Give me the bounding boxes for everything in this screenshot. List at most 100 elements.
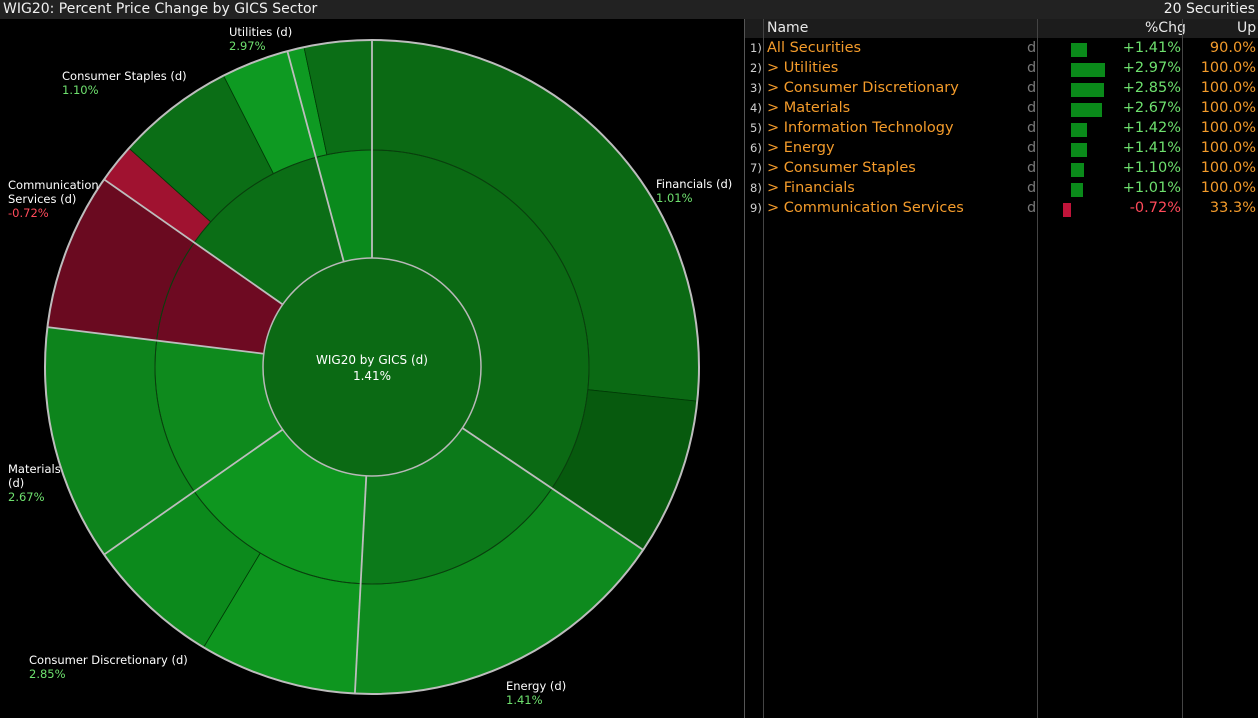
sector-divider	[461, 427, 644, 551]
row-number: 2)	[750, 61, 762, 75]
row-number: 8)	[750, 181, 762, 195]
row-number: 1)	[750, 41, 762, 55]
row-name[interactable]: > Consumer Discretionary	[767, 80, 959, 96]
table-row[interactable]: 1) All Securities d +1.41% 90.0%	[745, 39, 1258, 59]
row-d-flag: d	[1027, 60, 1037, 76]
row-up: 100.0%	[1200, 180, 1256, 196]
chg-bar	[1063, 203, 1071, 217]
row-chg: +1.41%	[1122, 40, 1181, 56]
chg-bar	[1071, 123, 1087, 137]
wedge-materials-inner[interactable]	[155, 340, 283, 492]
row-name[interactable]: > Consumer Staples	[767, 160, 916, 176]
row-up: 33.3%	[1209, 200, 1256, 216]
column-divider	[1182, 19, 1183, 718]
sector-table: Name %Chg Up 1) All Securities d +1.41% 90.0…	[744, 19, 1258, 718]
row-name[interactable]: All Securities	[767, 40, 862, 56]
center-label: WIG20 by GICS (d)	[316, 353, 428, 367]
header-chg[interactable]: %Chg	[1145, 20, 1186, 36]
row-number: 5)	[750, 121, 762, 135]
row-d-flag: d	[1027, 100, 1037, 116]
column-divider	[763, 19, 764, 718]
label-consumer-staples-value: 1.10%	[62, 83, 99, 97]
chg-bar	[1071, 83, 1104, 97]
label-communication-name-1: Communication	[8, 178, 99, 192]
wedge-communication-services-inner[interactable]	[156, 242, 283, 354]
table-row[interactable]: 9) > Communication Services d -0.72% 33.3%	[745, 199, 1258, 219]
chg-bar	[1071, 103, 1102, 117]
row-number: 6)	[750, 141, 762, 155]
label-utilities-value: 2.97%	[229, 39, 266, 53]
wedge-utilities-inner[interactable]	[315, 150, 372, 262]
row-name[interactable]: > Communication Services	[767, 200, 964, 216]
row-number: 4)	[750, 101, 762, 115]
center-value: 1.41%	[353, 369, 391, 383]
table-row[interactable]: 8) > Financials d +1.01% 100.0%	[745, 179, 1258, 199]
label-materials-name-2: (d)	[8, 476, 24, 490]
sector-divider	[103, 178, 284, 306]
label-materials-name-1: Materials	[8, 462, 61, 476]
label-energy-name: Energy (d)	[506, 679, 566, 693]
row-name[interactable]: > Energy	[767, 140, 835, 156]
row-d-flag: d	[1027, 120, 1037, 136]
row-name[interactable]: > Information Technology	[767, 120, 954, 136]
label-consumer-discretionary-value: 2.85%	[29, 667, 66, 681]
table-row[interactable]: 7) > Consumer Staples d +1.10% 100.0%	[745, 159, 1258, 179]
securities-count: 20 Securities	[1163, 1, 1255, 17]
row-chg: +2.85%	[1122, 80, 1181, 96]
label-communication-name-2: Services (d)	[8, 192, 76, 206]
wedge-financials-inner[interactable]	[372, 150, 589, 489]
column-divider	[1037, 19, 1038, 718]
header-up[interactable]: Up	[1237, 20, 1257, 36]
label-financials-name: Financials (d)	[656, 177, 732, 191]
row-number: 3)	[750, 81, 762, 95]
row-d-flag: d	[1027, 180, 1037, 196]
chg-bar	[1071, 163, 1084, 177]
label-consumer-staples-name: Consumer Staples (d)	[62, 69, 187, 83]
title-bar: WIG20: Percent Price Change by GICS Sect…	[0, 0, 1258, 19]
row-d-flag: d	[1027, 200, 1037, 216]
sector-divider	[47, 326, 264, 355]
sector-divider	[353, 475, 368, 694]
sunburst-wedges[interactable]	[44, 39, 700, 695]
row-name[interactable]: > Financials	[767, 180, 855, 196]
header-name[interactable]: Name	[767, 20, 809, 36]
row-number: 7)	[750, 161, 762, 175]
wedge-consumer-discretionary-inner[interactable]	[194, 429, 367, 584]
row-chg: -0.72%	[1129, 200, 1181, 216]
row-number: 9)	[750, 201, 762, 215]
row-up: 100.0%	[1200, 160, 1256, 176]
row-name[interactable]: > Utilities	[767, 60, 839, 76]
label-energy-value: 1.41%	[506, 693, 543, 707]
window-title: WIG20: Percent Price Change by GICS Sect…	[3, 1, 318, 17]
chg-bar	[1071, 183, 1083, 197]
row-chg: +1.41%	[1122, 140, 1181, 156]
chg-bar	[1071, 143, 1087, 157]
row-up: 90.0%	[1209, 40, 1256, 56]
row-d-flag: d	[1027, 160, 1037, 176]
sunburst-center[interactable]: WIG20 by GICS (d) 1.41%	[262, 257, 482, 477]
table-row[interactable]: 4) > Materials d +2.67% 100.0%	[745, 99, 1258, 119]
row-up: 100.0%	[1200, 100, 1256, 116]
wedge-energy-inner[interactable]	[360, 427, 552, 584]
sunburst-chart[interactable]: WIG20 by GICS (d) 1.41% Utilities (d) 2.…	[0, 19, 744, 718]
label-utilities-name: Utilities (d)	[229, 25, 292, 39]
row-chg: +2.97%	[1122, 60, 1181, 76]
row-up: 100.0%	[1200, 120, 1256, 136]
center-circle[interactable]	[262, 257, 482, 477]
row-up: 100.0%	[1200, 140, 1256, 156]
sector-divider	[103, 428, 284, 556]
row-chg: +1.42%	[1122, 120, 1181, 136]
row-up: 100.0%	[1200, 80, 1256, 96]
sunburst-borders	[44, 39, 700, 695]
row-chg: +1.01%	[1122, 180, 1181, 196]
row-chg: +1.10%	[1122, 160, 1181, 176]
row-name[interactable]: > Materials	[767, 100, 851, 116]
table-header: Name %Chg Up	[745, 19, 1258, 38]
row-d-flag: d	[1027, 140, 1037, 156]
table-row[interactable]: 2) > Utilities d +2.97% 100.0%	[745, 59, 1258, 79]
table-row[interactable]: 6) > Energy d +1.41% 100.0%	[745, 139, 1258, 159]
label-consumer-discretionary-name: Consumer Discretionary (d)	[29, 653, 188, 667]
table-row[interactable]: 3) > Consumer Discretionary d +2.85% 100.0%	[745, 79, 1258, 99]
table-row[interactable]: 5) > Information Technology d +1.42% 100.0%	[745, 119, 1258, 139]
row-up: 100.0%	[1200, 60, 1256, 76]
